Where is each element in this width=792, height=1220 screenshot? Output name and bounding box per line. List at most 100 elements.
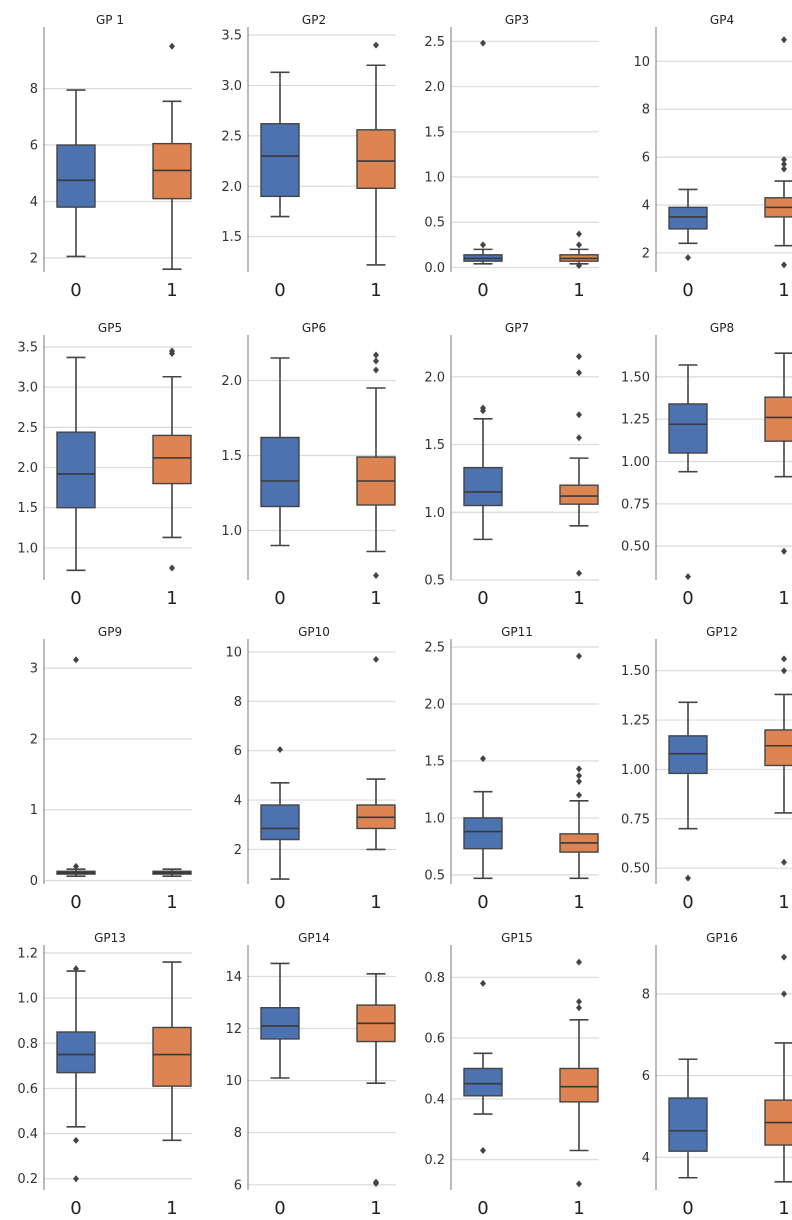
- box-group-1: [152, 868, 192, 878]
- y-tick-label: 2.0: [221, 374, 242, 389]
- x-tick-label: 1: [778, 280, 789, 301]
- x-tick-label: 0: [70, 892, 81, 913]
- boxplot-panel-1: GP 1 2 4 6 8 0 1: [30, 13, 192, 301]
- y-tick-label: 0.5: [424, 868, 445, 883]
- y-tick-label: 0.4: [17, 1127, 38, 1142]
- panel-title: GP 1: [96, 13, 124, 27]
- iqr-box: [668, 735, 708, 775]
- y-tick-label: 0.5: [424, 216, 445, 231]
- outlier-point: [373, 1179, 379, 1187]
- box-group-0: [463, 755, 503, 880]
- box-group-0: [56, 656, 96, 878]
- outlier-point: [576, 1180, 582, 1188]
- outlier-point: [576, 777, 582, 785]
- iqr-box: [56, 431, 96, 509]
- outlier-point: [576, 765, 582, 773]
- y-tick-label: 0.8: [17, 1037, 38, 1052]
- x-tick-label: 1: [370, 280, 381, 301]
- x-tick-label: 0: [70, 1198, 81, 1219]
- y-tick-label: 8: [234, 1126, 242, 1141]
- outlier-point: [576, 958, 582, 966]
- x-tick-label: 0: [477, 892, 488, 913]
- outlier-point: [685, 874, 691, 882]
- box-group-0: [463, 404, 503, 541]
- iqr-box: [463, 466, 503, 507]
- box-group-0: [260, 357, 300, 547]
- y-tick-label: 2.0: [424, 697, 445, 712]
- y-tick-label: 0.50: [621, 862, 650, 877]
- box-group-0: [56, 356, 96, 572]
- iqr-box: [260, 436, 300, 508]
- iqr-box: [463, 1067, 503, 1097]
- y-tick-label: 1.00: [621, 455, 650, 470]
- y-tick-label: 1.0: [17, 992, 38, 1007]
- box-group-1: [764, 655, 792, 866]
- y-tick-label: 6: [30, 139, 38, 154]
- panel-title: GP10: [298, 625, 330, 639]
- x-tick-label: 1: [778, 1198, 789, 1219]
- box-group-0: [56, 965, 96, 1183]
- box-group-1: [152, 961, 192, 1142]
- panel-title: GP6: [302, 321, 326, 335]
- box-group-1: [559, 230, 599, 270]
- panel-title: GP16: [706, 931, 738, 945]
- outlier-point: [373, 357, 379, 365]
- outlier-point: [576, 411, 582, 419]
- x-tick-label: 0: [274, 1198, 285, 1219]
- iqr-box: [152, 1026, 192, 1087]
- outlier-point: [576, 262, 582, 270]
- iqr-box: [152, 434, 192, 485]
- y-tick-label: 0.4: [424, 1092, 445, 1107]
- y-tick-label: 1.5: [424, 438, 445, 453]
- y-tick-label: 1.25: [621, 413, 650, 428]
- y-tick-label: 1: [30, 803, 38, 818]
- y-tick-label: 10: [225, 1074, 242, 1089]
- y-tick-label: 10: [225, 645, 242, 660]
- y-tick-label: 6: [234, 744, 242, 759]
- x-tick-label: 1: [166, 892, 177, 913]
- x-tick-label: 1: [778, 588, 789, 609]
- y-tick-label: 8: [642, 103, 650, 118]
- outlier-point: [781, 953, 787, 961]
- x-tick-label: 1: [166, 1198, 177, 1219]
- boxplot-panel-14: GP14 6 8 10 12 14 0 1: [225, 931, 396, 1219]
- y-tick-label: 1.0: [424, 811, 445, 826]
- y-tick-label: 0.6: [17, 1082, 38, 1097]
- outlier-point: [781, 655, 787, 663]
- x-tick-label: 0: [274, 588, 285, 609]
- x-tick-label: 1: [573, 280, 584, 301]
- y-tick-label: 2.0: [424, 80, 445, 95]
- box-group-1: [356, 351, 396, 579]
- y-tick-label: 2: [30, 732, 38, 747]
- box-group-1: [559, 958, 599, 1188]
- y-tick-label: 8: [642, 987, 650, 1002]
- iqr-box: [764, 729, 792, 767]
- outlier-point: [576, 230, 582, 238]
- box-group-1: [356, 41, 396, 266]
- iqr-box: [260, 804, 300, 841]
- panel-title: GP2: [302, 13, 326, 27]
- box-group-1: [559, 652, 599, 880]
- box-group-1: [356, 973, 396, 1187]
- y-tick-label: 2.0: [17, 461, 38, 476]
- y-tick-label: 0.8: [424, 971, 445, 986]
- panel-title: GP5: [98, 321, 122, 335]
- y-tick-label: 1.5: [221, 230, 242, 245]
- boxplot-panel-5: GP5 1.0 1.5 2.0 2.5 3.0 3.5 0 1: [17, 321, 192, 609]
- panel-title: GP14: [298, 931, 330, 945]
- box-group-1: [356, 655, 396, 851]
- y-tick-label: 1.2: [17, 947, 38, 962]
- y-tick-label: 1.25: [621, 714, 650, 729]
- y-tick-label: 0.2: [17, 1172, 38, 1187]
- y-tick-label: 4: [30, 195, 38, 210]
- x-tick-label: 1: [370, 1198, 381, 1219]
- iqr-box: [56, 144, 96, 208]
- boxplot-panel-8: GP8 0.50 0.75 1.00 1.25 1.50 0 1: [621, 321, 792, 609]
- outlier-point: [480, 1147, 486, 1154]
- outlier-point: [576, 1004, 582, 1012]
- panel-title: GP13: [94, 931, 126, 945]
- y-tick-label: 0: [30, 874, 38, 889]
- box-group-0: [260, 962, 300, 1079]
- outlier-point: [576, 241, 582, 249]
